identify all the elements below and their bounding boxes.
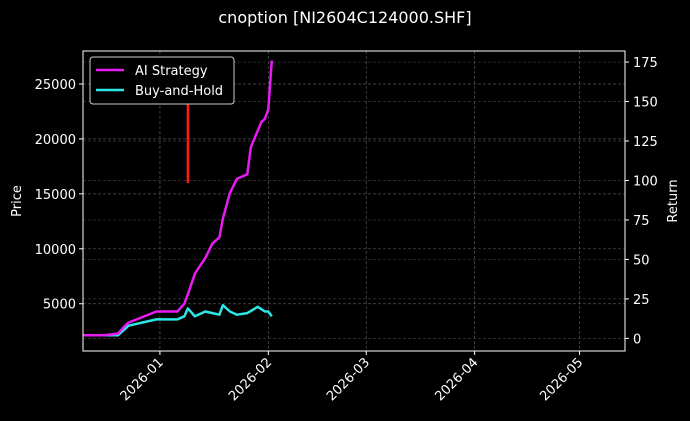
y-axis-right: 0 25 50 75 100 125 150 175 xyxy=(625,56,658,347)
y-tick-label-right: 0 xyxy=(633,332,641,347)
buy-and-hold-line xyxy=(83,303,273,337)
plot-frame xyxy=(82,50,626,352)
y-axis-label-right: Return xyxy=(666,179,681,222)
y-axis-label-left: Price xyxy=(10,185,25,217)
y-tick-label-right: 175 xyxy=(633,56,658,71)
series-layer xyxy=(83,60,274,337)
x-tick-label: 2026-01 xyxy=(118,355,167,404)
y-tick-label-right: 150 xyxy=(633,96,658,111)
chart-title: cnoption [NI2604C124000.SHF] xyxy=(218,8,472,27)
x-tick-label: 2026-05 xyxy=(537,355,586,404)
legend: AI Strategy Buy-and-Hold xyxy=(89,56,235,105)
y-tick-label-right: 75 xyxy=(633,214,650,229)
y-tick-label-right: 100 xyxy=(633,174,658,189)
x-tick-label: 2026-03 xyxy=(324,355,373,404)
y-tick-label-right: 50 xyxy=(633,253,650,268)
x-tick-label: 2026-04 xyxy=(432,355,481,404)
y-tick-label-left: 15000 xyxy=(35,188,76,203)
legend-label-buy-and-hold: Buy-and-Hold xyxy=(135,84,223,99)
y-tick-label-right: 25 xyxy=(633,293,650,308)
x-tick-label: 2026-02 xyxy=(226,355,275,404)
y-tick-label-left: 25000 xyxy=(35,78,76,93)
y-tick-label-left: 10000 xyxy=(35,243,76,258)
y-tick-label-right: 125 xyxy=(633,135,658,150)
legend-label-ai-strategy: AI Strategy xyxy=(135,64,208,79)
y-tick-label-left: 20000 xyxy=(35,133,76,148)
legend-box xyxy=(89,56,235,105)
y-tick-label-left: 5000 xyxy=(43,298,76,313)
x-axis: 2026-01 2026-02 2026-03 2026-04 2026-05 xyxy=(118,351,586,404)
y-axis-left: 5000 10000 15000 20000 25000 xyxy=(35,78,83,313)
ai-strategy-line xyxy=(83,60,274,337)
grid-lines xyxy=(83,51,625,351)
